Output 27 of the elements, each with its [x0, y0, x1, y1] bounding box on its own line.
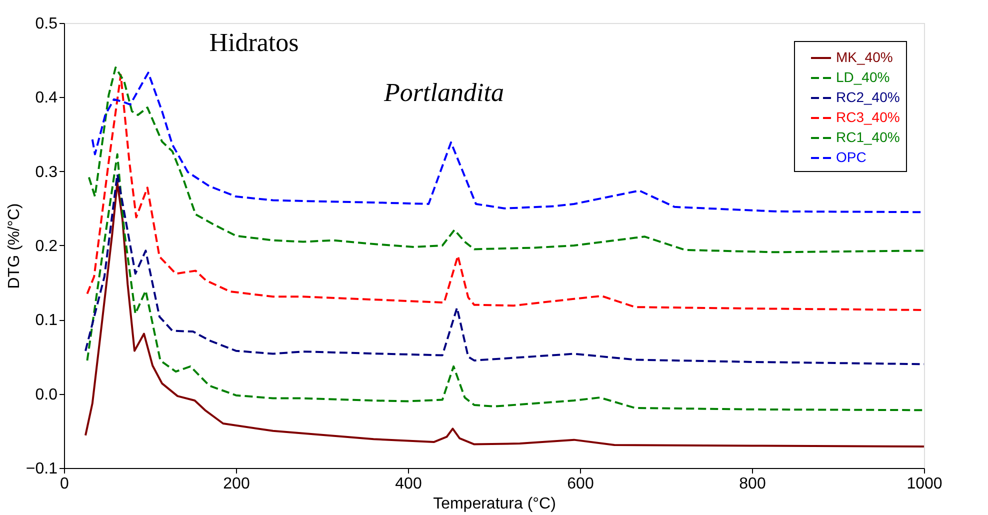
annotation: Portlandita [383, 78, 504, 107]
line-series [86, 153, 925, 412]
y-axis-title: DTG (%/°C) [6, 203, 23, 289]
y-tick-label: 0.2 [35, 238, 58, 255]
x-tick-label: 600 [567, 476, 594, 492]
x-tick-label: 200 [223, 476, 250, 492]
y-tick-label: −0.1 [26, 460, 58, 478]
annotation: Hidratos [209, 28, 299, 57]
line-series [88, 66, 925, 254]
x-axis-title: Temperatura (°C) [433, 496, 556, 512]
y-tick-label: 0.1 [35, 312, 58, 330]
line-series [84, 173, 925, 366]
x-tick-label: 800 [739, 476, 766, 492]
legend-label: RC2_40% [836, 89, 900, 105]
legend-label: MK_40% [836, 49, 893, 65]
line-series [84, 181, 925, 448]
legend-label: LD_40% [836, 69, 890, 85]
y-tick-label: 0.5 [35, 16, 58, 32]
y-tick-label: 0.0 [35, 386, 58, 404]
y-tick-label: 0.3 [35, 164, 58, 181]
legend-label: OPC [836, 149, 866, 165]
legend-label: RC3_40% [836, 109, 900, 125]
x-tick-label: 0 [60, 476, 70, 492]
x-tick-label: 400 [395, 476, 422, 492]
x-tick-label: 1000 [906, 476, 942, 492]
y-tick-label: 0.4 [35, 90, 58, 107]
legend-label: RC1_40% [836, 129, 900, 145]
